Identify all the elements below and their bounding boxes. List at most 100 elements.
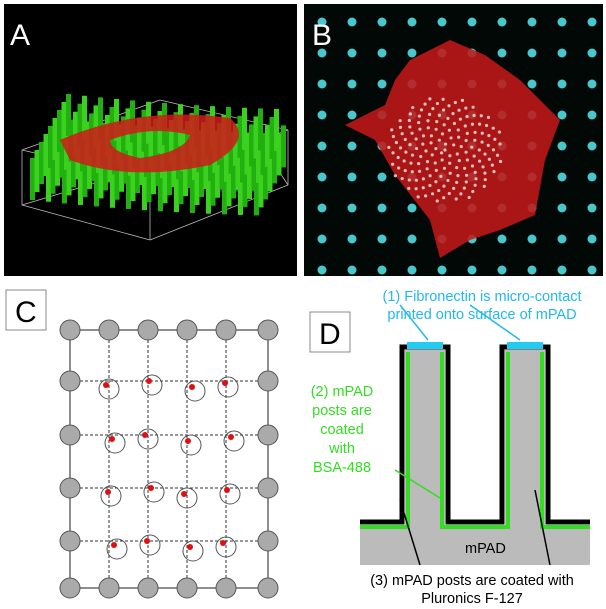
- post: [258, 478, 278, 498]
- post: [258, 320, 278, 340]
- speckle: [424, 149, 427, 152]
- speckle: [457, 136, 460, 139]
- speckle: [438, 114, 441, 117]
- speckle: [404, 151, 407, 154]
- post: [30, 158, 35, 200]
- speckle: [448, 192, 451, 195]
- post: [216, 320, 236, 340]
- post: [270, 117, 275, 159]
- speckle: [456, 152, 459, 155]
- speckle: [465, 115, 468, 118]
- post: [60, 425, 80, 445]
- speckle: [472, 114, 475, 117]
- speckle: [436, 102, 439, 105]
- post-dot: [588, 173, 597, 182]
- speckle: [448, 162, 451, 165]
- post-dot: [408, 18, 417, 27]
- post: [60, 320, 80, 340]
- post-dot: [348, 235, 357, 244]
- post-dot: [588, 111, 597, 120]
- speckle: [454, 101, 457, 104]
- centroid: [224, 487, 230, 493]
- speckle: [387, 146, 390, 149]
- post-dot: [348, 111, 357, 120]
- speckle: [422, 134, 425, 137]
- speckle: [390, 128, 393, 131]
- speckle: [431, 192, 434, 195]
- speckle: [399, 119, 402, 122]
- centroid: [111, 542, 117, 548]
- annotation: (1) Fibronectin is micro-contact: [382, 289, 581, 305]
- speckle: [487, 134, 490, 137]
- post-dot: [498, 18, 507, 27]
- deflected-post: [183, 541, 203, 561]
- speckle: [457, 128, 460, 131]
- speckle: [399, 126, 402, 129]
- speckle: [448, 154, 451, 157]
- post-dot: [318, 235, 327, 244]
- figure: C D(1) Fibronectin is micro-contactprint…: [0, 0, 606, 609]
- speckle: [419, 155, 422, 158]
- speckle: [420, 108, 423, 111]
- centroid: [144, 538, 150, 544]
- speckle: [465, 139, 468, 142]
- speckle: [397, 156, 400, 159]
- deflected-post: [101, 486, 121, 506]
- speckle: [443, 123, 446, 126]
- post-dot: [378, 204, 387, 213]
- post-dot: [378, 173, 387, 182]
- post-dot: [588, 235, 597, 244]
- speckle: [441, 132, 444, 135]
- post-dot: [588, 266, 597, 275]
- centroid: [105, 489, 111, 495]
- speckle: [430, 134, 433, 137]
- speckle: [464, 151, 467, 154]
- post-dot: [348, 204, 357, 213]
- speckle: [447, 104, 450, 107]
- post: [216, 578, 236, 598]
- centroid: [222, 380, 228, 386]
- post: [60, 531, 80, 551]
- post-dot: [498, 49, 507, 58]
- speckle: [428, 97, 431, 100]
- speckle: [437, 189, 440, 192]
- speckle: [455, 166, 458, 169]
- speckle: [473, 131, 476, 134]
- post: [99, 578, 119, 598]
- speckle: [492, 148, 495, 151]
- deflected-post: [105, 433, 125, 453]
- speckle: [426, 160, 429, 163]
- post-dot: [348, 49, 357, 58]
- post-dot: [318, 111, 327, 120]
- annotation: BSA-488: [313, 460, 371, 476]
- speckle: [468, 196, 471, 199]
- post: [258, 371, 278, 391]
- post-dot: [498, 266, 507, 275]
- speckle: [407, 187, 410, 190]
- deflected-post: [144, 482, 164, 502]
- speckle: [483, 185, 486, 188]
- post: [39, 142, 44, 184]
- post: [265, 125, 270, 167]
- speckle: [394, 174, 397, 177]
- fibronectin: [507, 342, 543, 349]
- speckle: [408, 178, 411, 181]
- speckle: [455, 197, 458, 200]
- speckle: [471, 164, 474, 167]
- speckle: [395, 141, 398, 144]
- speckle: [443, 167, 446, 170]
- post: [281, 125, 286, 167]
- speckle: [404, 169, 407, 172]
- speckle: [435, 128, 438, 131]
- speckle: [491, 164, 494, 167]
- speckle: [434, 180, 437, 183]
- speckle: [417, 121, 420, 124]
- post: [60, 371, 80, 391]
- centroid: [228, 434, 234, 440]
- speckle: [392, 135, 395, 138]
- panel-label: B: [312, 19, 332, 52]
- post-dot: [558, 235, 567, 244]
- post: [60, 578, 80, 598]
- post-dot: [528, 235, 537, 244]
- speckle: [418, 128, 421, 131]
